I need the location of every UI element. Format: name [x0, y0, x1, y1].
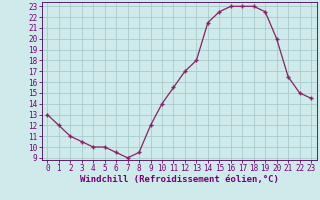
X-axis label: Windchill (Refroidissement éolien,°C): Windchill (Refroidissement éolien,°C) [80, 175, 279, 184]
